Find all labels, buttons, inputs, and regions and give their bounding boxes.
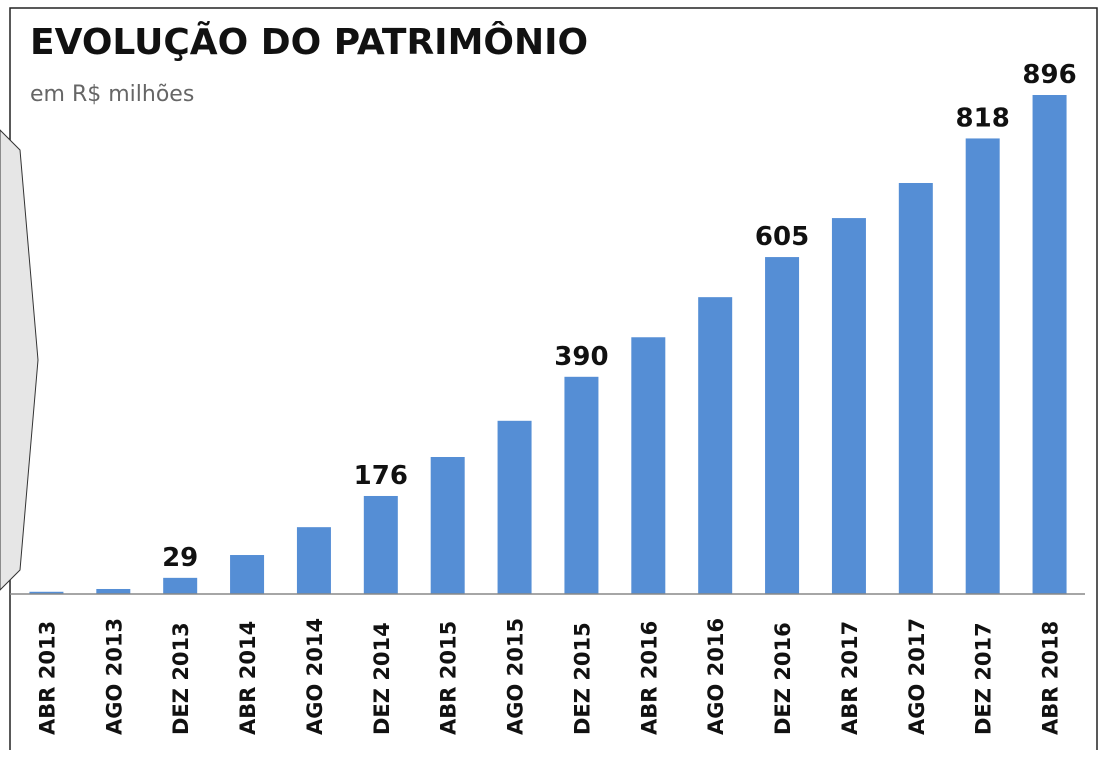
bar [765, 257, 800, 594]
bar [564, 376, 599, 594]
bar [430, 456, 465, 594]
chart-subtitle: em R$ milhões [30, 82, 194, 107]
x-tick-label: DEZ 2016 [771, 622, 795, 735]
x-tick-label: ABR 2015 [437, 621, 461, 735]
value-label: 605 [755, 222, 809, 252]
bar [29, 591, 64, 594]
bar [497, 420, 532, 594]
bar [965, 138, 1000, 594]
bar [96, 588, 131, 594]
x-tick-label: ABR 2017 [838, 621, 862, 735]
bar [296, 527, 331, 594]
bar [1032, 95, 1067, 594]
x-tick-label: ABR 2016 [637, 621, 661, 735]
x-tick-label: ABR 2013 [35, 621, 59, 735]
bar [230, 555, 265, 594]
x-tick-label: DEZ 2014 [370, 622, 394, 735]
bar [831, 218, 866, 595]
side-arrow [0, 129, 39, 591]
x-tick-label: DEZ 2015 [570, 622, 594, 735]
x-tick-label: ABR 2014 [236, 621, 260, 735]
value-label: 29 [162, 543, 198, 573]
value-label: 896 [1022, 60, 1076, 90]
x-tick-label: AGO 2017 [905, 618, 929, 735]
x-tick-label: DEZ 2017 [972, 622, 996, 735]
chart-title: EVOLUÇÃO DO PATRIMÔNIO [30, 21, 588, 63]
bar [898, 182, 933, 595]
x-tick-label: ABR 2018 [1039, 621, 1063, 735]
x-tick-label: AGO 2015 [504, 618, 528, 735]
x-tick-label: AGO 2014 [303, 618, 327, 735]
x-tick-label: DEZ 2013 [169, 622, 193, 735]
bar [631, 337, 666, 594]
value-label: 176 [354, 461, 408, 491]
bar [698, 297, 733, 594]
x-tick-label: AGO 2016 [704, 618, 728, 735]
bar [363, 495, 398, 594]
x-tick-label: AGO 2013 [102, 618, 126, 735]
bar [163, 577, 198, 594]
value-label: 818 [956, 103, 1010, 133]
value-label: 390 [554, 342, 608, 372]
